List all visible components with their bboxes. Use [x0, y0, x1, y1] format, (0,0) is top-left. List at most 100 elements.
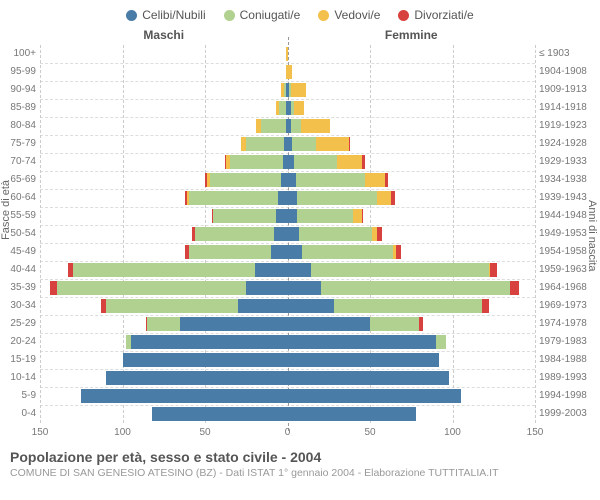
- bar-segment: [334, 299, 482, 313]
- x-ticks: 15010050050100150: [40, 427, 535, 441]
- half-male: [40, 117, 288, 135]
- age-label: 45-49: [0, 243, 40, 261]
- bar-female: [288, 245, 402, 259]
- age-label: 95-99: [0, 63, 40, 81]
- bar-male: [276, 101, 288, 115]
- bar-segment: [349, 137, 351, 151]
- year-label: 1994-1998: [535, 387, 600, 405]
- bar-segment: [288, 191, 298, 205]
- bar-female: [288, 83, 306, 97]
- bar-female: [288, 155, 366, 169]
- bar-male: [225, 155, 288, 169]
- age-label: 10-14: [0, 369, 40, 387]
- bar-segment: [238, 299, 287, 313]
- age-label: 70-74: [0, 153, 40, 171]
- half-male: [40, 171, 288, 189]
- header-male: Maschi: [40, 28, 288, 42]
- x-tick: 50: [364, 427, 375, 438]
- pyramid-row: [40, 45, 535, 63]
- half-male: [40, 99, 288, 117]
- age-label: 5-9: [0, 387, 40, 405]
- half-female: [288, 99, 536, 117]
- half-male: [40, 261, 288, 279]
- bar-segment: [106, 371, 288, 385]
- bar-segment: [288, 407, 417, 421]
- legend-item: Divorziati/e: [398, 8, 473, 22]
- age-label: 25-29: [0, 315, 40, 333]
- bar-segment: [106, 299, 238, 313]
- bar-male: [256, 119, 287, 133]
- bar-segment: [276, 209, 288, 223]
- bar-female: [288, 119, 331, 133]
- x-tick: 0: [285, 427, 291, 438]
- year-label: 1984-1988: [535, 351, 600, 369]
- bar-segment: [288, 173, 296, 187]
- legend-label: Celibi/Nubili: [142, 8, 205, 22]
- age-label: 30-34: [0, 297, 40, 315]
- bar-segment: [73, 263, 254, 277]
- bar-female: [288, 281, 519, 295]
- pyramid-row: [40, 333, 535, 351]
- legend-label: Coniugati/e: [240, 8, 301, 22]
- year-label: 1979-1983: [535, 333, 600, 351]
- bar-segment: [81, 389, 287, 403]
- bar-segment: [57, 281, 247, 295]
- bar-segment: [396, 245, 401, 259]
- year-label: 1974-1978: [535, 315, 600, 333]
- bar-segment: [261, 119, 286, 133]
- pyramid-row: [40, 369, 535, 387]
- year-label: ≤ 1903: [535, 45, 600, 63]
- bar-female: [288, 101, 305, 115]
- chart-title: Popolazione per età, sesso e stato civil…: [10, 449, 590, 465]
- bar-segment: [152, 407, 287, 421]
- bar-male: [185, 191, 287, 205]
- age-label: 80-84: [0, 117, 40, 135]
- half-male: [40, 45, 288, 63]
- pyramid-row: [40, 279, 535, 297]
- bar-segment: [210, 173, 281, 187]
- pyramid-row: [40, 351, 535, 369]
- x-tick: 100: [114, 427, 131, 438]
- age-label: 100+: [0, 45, 40, 63]
- bar-segment: [189, 191, 278, 205]
- bar-segment: [311, 263, 489, 277]
- chart-subtitle: COMUNE DI SAN GENESIO ATESINO (BZ) - Dat…: [10, 467, 590, 479]
- bar-segment: [370, 317, 419, 331]
- bar-segment: [291, 83, 306, 97]
- bar-segment: [255, 263, 288, 277]
- pyramid-row: [40, 117, 535, 135]
- bar-segment: [274, 227, 287, 241]
- y-label-left: Fasce di età: [0, 180, 12, 240]
- bar-segment: [365, 173, 385, 187]
- half-male: [40, 81, 288, 99]
- half-male: [40, 225, 288, 243]
- half-female: [288, 405, 536, 423]
- age-label: 0-4: [0, 405, 40, 423]
- age-label: 35-39: [0, 279, 40, 297]
- year-label: 1914-1918: [535, 99, 600, 117]
- bar-female: [288, 407, 417, 421]
- year-label: 1929-1933: [535, 153, 600, 171]
- half-male: [40, 369, 288, 387]
- bar-segment: [288, 353, 440, 367]
- half-male: [40, 153, 288, 171]
- half-female: [288, 171, 536, 189]
- bar-segment: [353, 209, 361, 223]
- bar-segment: [299, 227, 372, 241]
- half-male: [40, 243, 288, 261]
- bar-segment: [288, 299, 334, 313]
- bar-segment: [321, 281, 511, 295]
- bar-segment: [246, 137, 284, 151]
- legend-item: Celibi/Nubili: [126, 8, 205, 22]
- bar-segment: [385, 173, 388, 187]
- year-label: 1924-1928: [535, 135, 600, 153]
- half-male: [40, 387, 288, 405]
- bar-segment: [281, 173, 288, 187]
- legend-swatch: [398, 10, 409, 21]
- bar-male: [281, 83, 288, 97]
- bar-segment: [302, 245, 393, 259]
- bar-segment: [288, 317, 370, 331]
- age-label: 90-94: [0, 81, 40, 99]
- bar-segment: [301, 119, 331, 133]
- half-female: [288, 45, 536, 63]
